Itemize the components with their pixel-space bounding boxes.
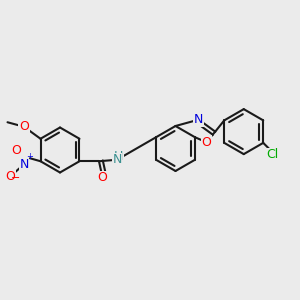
Text: O: O	[201, 136, 211, 148]
Text: −: −	[11, 173, 21, 183]
Text: H: H	[114, 150, 123, 163]
Text: +: +	[27, 152, 34, 161]
Text: N: N	[19, 158, 29, 171]
Text: O: O	[12, 144, 22, 157]
Text: N: N	[194, 113, 203, 126]
Text: Cl: Cl	[266, 148, 278, 161]
Text: O: O	[19, 120, 29, 133]
Text: N: N	[112, 153, 122, 166]
Text: O: O	[6, 170, 16, 183]
Text: O: O	[98, 171, 107, 184]
